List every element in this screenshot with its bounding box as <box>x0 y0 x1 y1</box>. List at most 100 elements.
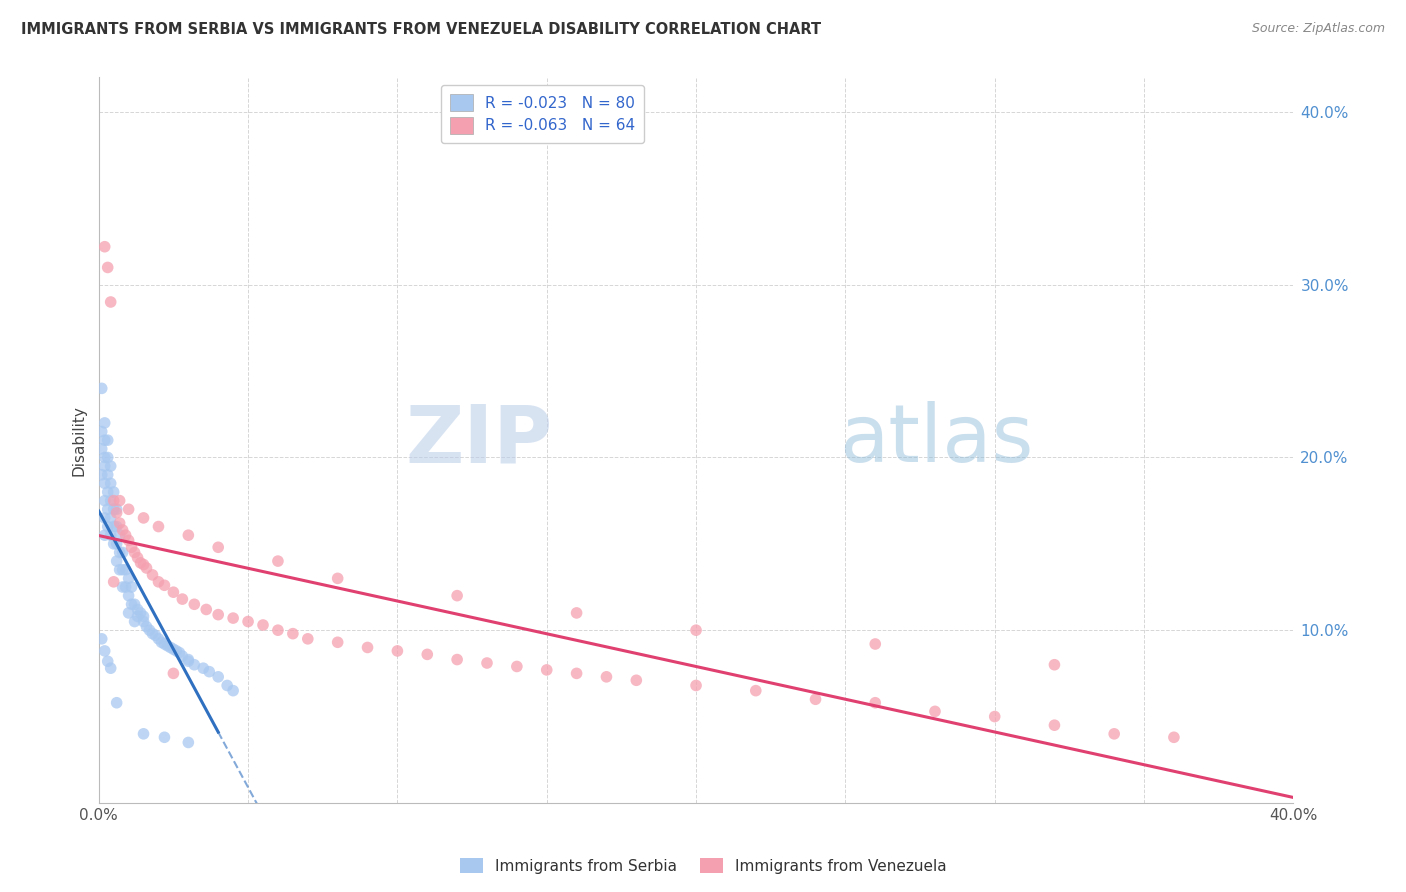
Point <box>153 578 176 592</box>
Point <box>103 574 125 589</box>
Point <box>97 485 120 500</box>
Point <box>100 295 122 310</box>
Point <box>217 678 239 692</box>
Point <box>267 623 290 637</box>
Point <box>356 640 378 655</box>
Point <box>100 661 122 675</box>
Point <box>117 606 139 620</box>
Point <box>745 683 768 698</box>
Point <box>93 416 115 430</box>
Point <box>195 602 218 616</box>
Point <box>132 727 155 741</box>
Point <box>97 502 120 516</box>
Point <box>565 666 588 681</box>
Point <box>129 606 152 620</box>
Point <box>108 545 131 559</box>
Point <box>108 516 131 530</box>
Point <box>153 637 176 651</box>
Point <box>114 580 136 594</box>
Text: Source: ZipAtlas.com: Source: ZipAtlas.com <box>1251 22 1385 36</box>
Point <box>124 545 146 559</box>
Point <box>1043 718 1066 732</box>
Point <box>222 683 245 698</box>
Point <box>117 533 139 548</box>
Point <box>105 519 128 533</box>
Point <box>105 537 128 551</box>
Point <box>132 615 155 629</box>
Point <box>326 571 349 585</box>
Point <box>685 623 707 637</box>
Point <box>103 519 125 533</box>
Point <box>177 652 200 666</box>
Point <box>93 528 115 542</box>
Point <box>108 563 131 577</box>
Point <box>177 654 200 668</box>
Point <box>124 615 146 629</box>
Point <box>1102 727 1125 741</box>
Point <box>124 597 146 611</box>
Point <box>222 611 245 625</box>
Point <box>132 558 155 572</box>
Point <box>117 571 139 585</box>
Point <box>121 541 143 555</box>
Point <box>536 663 558 677</box>
Point <box>172 649 194 664</box>
Point <box>90 425 112 439</box>
Point <box>103 537 125 551</box>
Point <box>138 623 160 637</box>
Point <box>162 642 184 657</box>
Point <box>97 433 120 447</box>
Point <box>90 467 112 482</box>
Point <box>169 646 191 660</box>
Point <box>297 632 319 646</box>
Point <box>121 597 143 611</box>
Point <box>105 696 128 710</box>
Point <box>97 450 120 465</box>
Point <box>565 606 588 620</box>
Point <box>172 592 194 607</box>
Point <box>162 666 184 681</box>
Point <box>193 661 215 675</box>
Point <box>804 692 827 706</box>
Point <box>135 620 157 634</box>
Point <box>183 657 205 672</box>
Point <box>595 670 617 684</box>
Point <box>105 506 128 520</box>
Point <box>100 476 122 491</box>
Point <box>97 654 120 668</box>
Point <box>183 597 205 611</box>
Point <box>207 670 229 684</box>
Point <box>97 519 120 533</box>
Point <box>150 635 173 649</box>
Point <box>865 696 887 710</box>
Point <box>111 580 134 594</box>
Point <box>156 639 179 653</box>
Point <box>153 731 176 745</box>
Point <box>105 502 128 516</box>
Point <box>93 459 115 474</box>
Legend: Immigrants from Serbia, Immigrants from Venezuela: Immigrants from Serbia, Immigrants from … <box>454 852 952 880</box>
Point <box>90 381 112 395</box>
Point <box>475 656 498 670</box>
Point <box>446 589 468 603</box>
Point <box>924 705 946 719</box>
Point <box>111 523 134 537</box>
Point <box>135 561 157 575</box>
Point <box>148 632 170 646</box>
Point <box>105 554 128 568</box>
Point <box>97 467 120 482</box>
Point <box>145 628 167 642</box>
Point <box>100 511 122 525</box>
Point <box>326 635 349 649</box>
Point <box>177 528 200 542</box>
Point <box>446 652 468 666</box>
Point <box>207 607 229 622</box>
Legend: R = -0.023   N = 80, R = -0.063   N = 64: R = -0.023 N = 80, R = -0.063 N = 64 <box>441 85 644 143</box>
Point <box>93 493 115 508</box>
Point <box>141 568 163 582</box>
Text: atlas: atlas <box>839 401 1033 479</box>
Point <box>252 618 274 632</box>
Point <box>93 450 115 465</box>
Point <box>506 659 529 673</box>
Point <box>236 615 259 629</box>
